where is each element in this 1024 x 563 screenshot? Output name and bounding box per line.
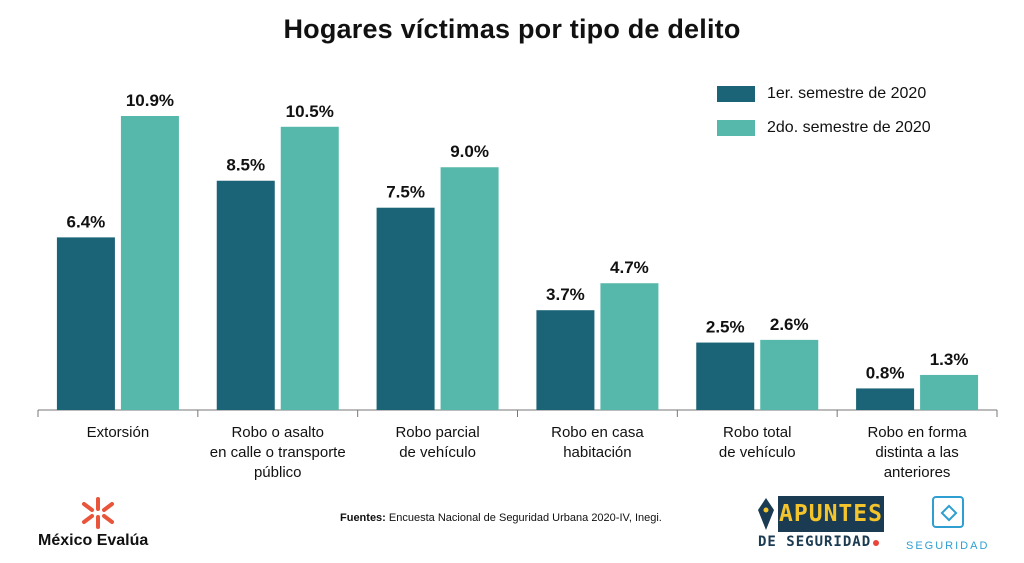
x-tick-label-line: Extorsión [87,424,150,441]
legend-label-series-1: 1er. semestre de 2020 [767,85,927,102]
x-tick-label-line: anteriores [884,464,951,481]
pen-nib-icon [758,498,774,530]
x-tick-label: Robo en casa habitación [551,424,644,461]
bar-series-1 [856,388,915,410]
mexico-evalua-icon [82,497,114,529]
x-tick-label: Extorsión [87,424,150,441]
bar-series-2 [920,374,979,410]
legend-swatch-series-2 [717,120,755,136]
data-label: 4.7% [610,258,649,277]
x-tick-label-line: Robo en casa [551,424,644,441]
data-label: 6.4% [67,212,106,231]
apuntes-title: APUNTES [778,496,884,532]
source-note: Fuentes: Encuesta Nacional de Seguridad … [340,512,662,524]
bar-series-1 [216,180,275,410]
x-tick-label: Robo total de vehículo [719,424,796,461]
seguridad-logo: SEGURIDAD [906,496,996,556]
bar-series-1 [536,310,595,410]
x-tick-label: Robo o asalto en calle o transporte públic… [210,424,346,481]
data-label: 7.5% [386,183,425,202]
data-label: 2.5% [706,318,745,337]
data-label: 9.0% [450,142,489,161]
mexico-evalua-logo: México Evalúa [38,496,178,556]
data-label: 2.6% [770,315,809,334]
seguridad-square-icon [932,496,964,528]
bar-chart: 6.4% 10.9% Extorsión 8.5% 10.5% Robo o asalto… [37,91,998,481]
data-label: 8.5% [226,156,265,175]
x-tick-label-line: distinta a las [875,444,958,461]
x-tick-label-line: público [254,464,302,481]
red-dot-icon [873,540,880,546]
x-tick-label-line: Robo parcial [395,424,479,441]
x-tick-label-line: en calle o transporte [210,444,346,461]
x-tick-label-line: Robo total [723,424,791,441]
data-label: 10.9% [126,91,174,110]
seguridad-text: SEGURIDAD [906,540,990,552]
apuntes-subtitle-text: DE SEGURIDAD [758,534,872,550]
legend: 1er. semestre de 2020 2do. semestre de 2… [717,84,931,152]
data-label: 1.3% [930,350,969,369]
bar-series-2 [760,339,819,410]
data-label: 0.8% [866,363,905,382]
x-tick-label-line: de vehículo [399,444,476,461]
x-tick-label-line: Robo en forma [867,424,967,441]
legend-swatch-series-1 [717,86,755,102]
x-tick-label: Robo parcial de vehículo [395,424,479,461]
bar-series-2 [280,126,339,410]
source-label: Fuentes: [340,512,386,524]
apuntes-de-seguridad-logo: APUNTES DE SEGURIDAD [756,496,891,554]
x-tick-label-line: de vehículo [719,444,796,461]
apuntes-subtitle: DE SEGURIDAD [758,534,880,550]
source-text: Encuesta Nacional de Seguridad Urbana 20… [388,512,662,524]
bar-series-1 [56,237,115,410]
bar-series-2 [440,167,499,410]
legend-item-series-1: 1er. semestre de 2020 [717,84,931,104]
x-tick-label: Robo en forma distinta a las anteriores [867,424,967,481]
x-tick-label-line: Robo o asalto [231,424,324,441]
bar-series-1 [376,207,435,410]
seguridad-diamond-icon [940,504,958,522]
legend-label-series-2: 2do. semestre de 2020 [767,119,931,136]
mexico-evalua-name: México Evalúa [38,532,149,549]
bar-series-1 [696,342,755,410]
data-label: 10.5% [286,102,334,121]
x-tick-label-line: habitación [563,444,631,461]
chart-title: Hogares víctimas por tipo de delito [283,14,741,44]
bar-series-2 [600,283,659,410]
bar-series-2 [120,116,179,410]
data-label: 3.7% [546,285,585,304]
legend-item-series-2: 2do. semestre de 2020 [717,118,931,138]
